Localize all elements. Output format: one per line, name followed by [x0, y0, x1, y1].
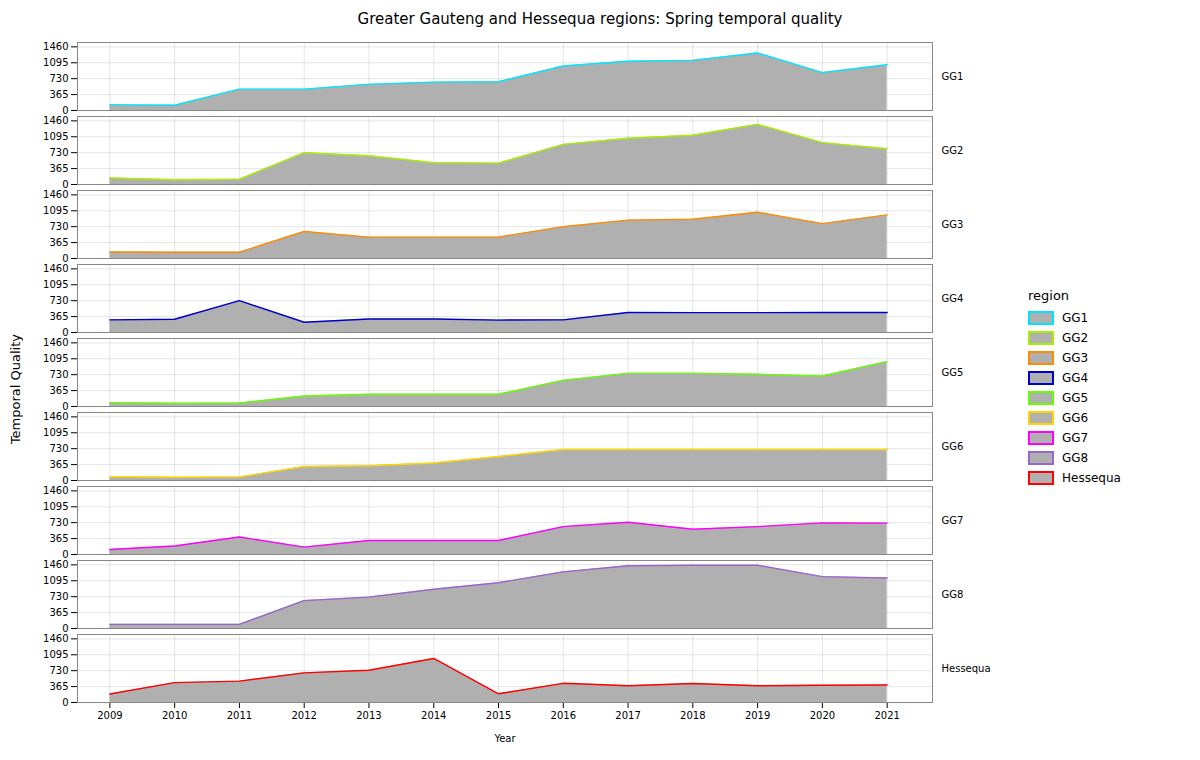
svg-text:1460: 1460 — [43, 559, 68, 570]
html-text:GG3: GG3 — [1062, 351, 1089, 365]
svg-text:1095: 1095 — [43, 131, 68, 142]
svg-text:730: 730 — [49, 221, 68, 232]
svg-text:0: 0 — [62, 697, 68, 708]
svg-text:GG3: GG3 — [942, 219, 964, 230]
svg-text:1460: 1460 — [43, 263, 68, 274]
svg-text:1095: 1095 — [43, 575, 68, 586]
svg-text:GG6: GG6 — [942, 441, 964, 452]
svg-text:730: 730 — [49, 665, 68, 676]
svg-text:1460: 1460 — [43, 411, 68, 422]
svg-text:730: 730 — [49, 295, 68, 306]
svg-text:Year: Year — [493, 733, 516, 744]
svg-text:GG8: GG8 — [942, 589, 964, 600]
svg-text:1095: 1095 — [43, 501, 68, 512]
html-text:Temporal Quality: Temporal Quality — [8, 334, 23, 445]
svg-text:0: 0 — [62, 623, 68, 634]
svg-text:365: 365 — [49, 237, 68, 248]
svg-text:1460: 1460 — [43, 337, 68, 348]
svg-text:730: 730 — [49, 73, 68, 84]
svg-text:2021: 2021 — [874, 710, 899, 721]
svg-text:1095: 1095 — [43, 205, 68, 216]
svg-text:2012: 2012 — [291, 710, 316, 721]
svg-text:0: 0 — [62, 401, 68, 412]
svg-text:730: 730 — [49, 591, 68, 602]
html-text:Hessequa: Hessequa — [1062, 471, 1121, 485]
svg-text:365: 365 — [49, 311, 68, 322]
svg-text:0: 0 — [62, 549, 68, 560]
html-text:GG8: GG8 — [1062, 451, 1089, 465]
svg-text:730: 730 — [49, 369, 68, 380]
svg-text:365: 365 — [49, 163, 68, 174]
svg-text:365: 365 — [49, 533, 68, 544]
svg-text:2010: 2010 — [162, 710, 187, 721]
html-text:Greater Gauteng and Hessequa r: Greater Gauteng and Hessequa regions: Sp… — [357, 10, 843, 28]
svg-text:0: 0 — [62, 253, 68, 264]
svg-text:1460: 1460 — [43, 115, 68, 126]
svg-text:2018: 2018 — [680, 710, 705, 721]
svg-text:1095: 1095 — [43, 427, 68, 438]
svg-text:1460: 1460 — [43, 189, 68, 200]
svg-text:2019: 2019 — [745, 710, 770, 721]
svg-text:730: 730 — [49, 443, 68, 454]
svg-text:365: 365 — [49, 681, 68, 692]
html-text:GG5: GG5 — [1062, 391, 1089, 405]
svg-text:365: 365 — [49, 89, 68, 100]
svg-text:2013: 2013 — [356, 710, 381, 721]
svg-text:2011: 2011 — [227, 710, 252, 721]
svg-text:2015: 2015 — [486, 710, 511, 721]
svg-text:GG4: GG4 — [942, 293, 964, 304]
svg-text:2020: 2020 — [810, 710, 835, 721]
html-text:GG1: GG1 — [1062, 311, 1089, 325]
svg-text:1460: 1460 — [43, 41, 68, 52]
svg-text:GG7: GG7 — [942, 515, 964, 526]
svg-text:0: 0 — [62, 327, 68, 338]
svg-text:365: 365 — [49, 459, 68, 470]
svg-text:1095: 1095 — [43, 353, 68, 364]
html-text:GG6: GG6 — [1062, 411, 1089, 425]
svg-text:2017: 2017 — [615, 710, 640, 721]
html-text:GG7: GG7 — [1062, 431, 1089, 445]
svg-text:730: 730 — [49, 517, 68, 528]
svg-text:1460: 1460 — [43, 485, 68, 496]
svg-text:GG5: GG5 — [942, 367, 964, 378]
svg-text:730: 730 — [49, 147, 68, 158]
svg-text:1095: 1095 — [43, 649, 68, 660]
svg-text:2016: 2016 — [551, 710, 576, 721]
svg-text:0: 0 — [62, 179, 68, 190]
svg-text:2014: 2014 — [421, 710, 446, 721]
svg-text:365: 365 — [49, 607, 68, 618]
svg-text:1095: 1095 — [43, 279, 68, 290]
html-text:GG2: GG2 — [1062, 331, 1089, 345]
svg-text:0: 0 — [62, 105, 68, 116]
svg-text:365: 365 — [49, 385, 68, 396]
html-text:region: region — [1028, 288, 1070, 303]
svg-text:GG1: GG1 — [942, 71, 964, 82]
html-text:GG4: GG4 — [1062, 371, 1089, 385]
svg-text:1095: 1095 — [43, 57, 68, 68]
svg-text:0: 0 — [62, 475, 68, 486]
svg-text:1460: 1460 — [43, 633, 68, 644]
svg-text:GG2: GG2 — [942, 145, 964, 156]
svg-text:Hessequa: Hessequa — [942, 663, 991, 674]
svg-text:2009: 2009 — [97, 710, 122, 721]
